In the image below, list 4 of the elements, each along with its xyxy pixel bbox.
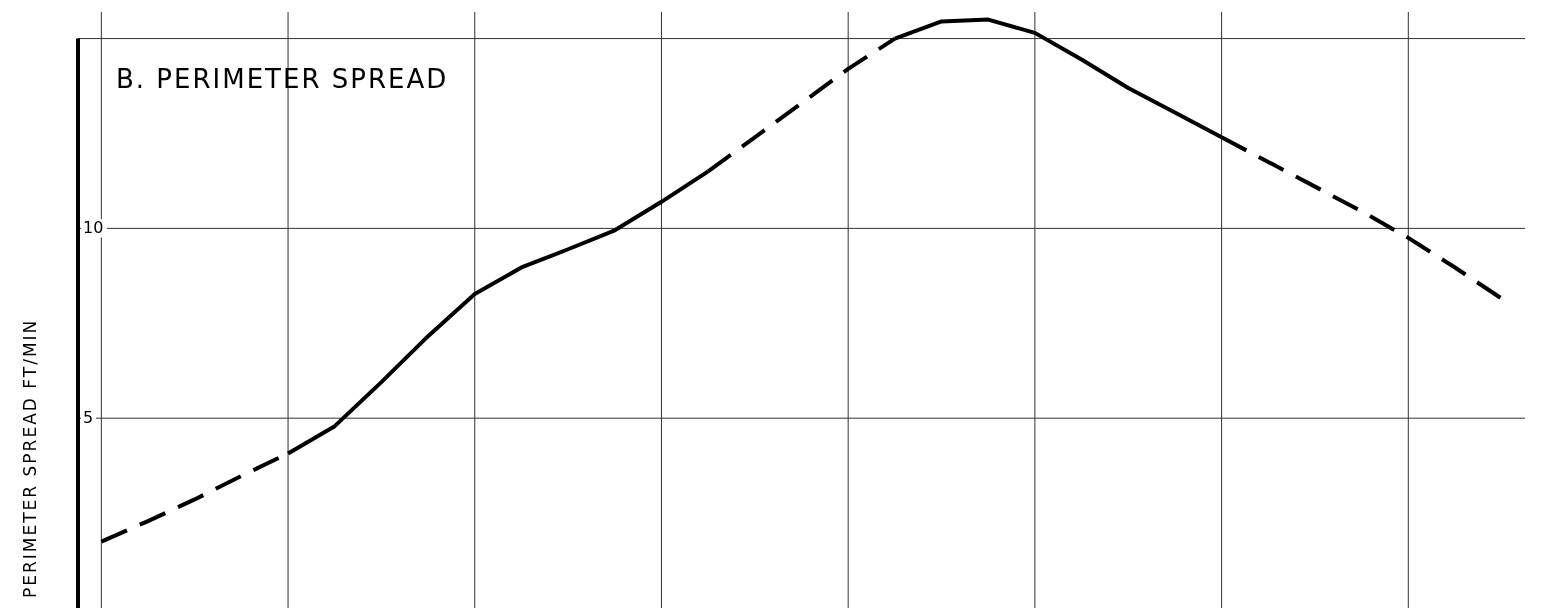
- text: B. PERIMETER SPREAD: [116, 64, 449, 94]
- y-tick-label: 10: [83, 217, 104, 237]
- y-axis-title: PERIMETER SPREAD FT/MIN: [20, 318, 40, 598]
- y-tick-label: 5: [83, 407, 94, 427]
